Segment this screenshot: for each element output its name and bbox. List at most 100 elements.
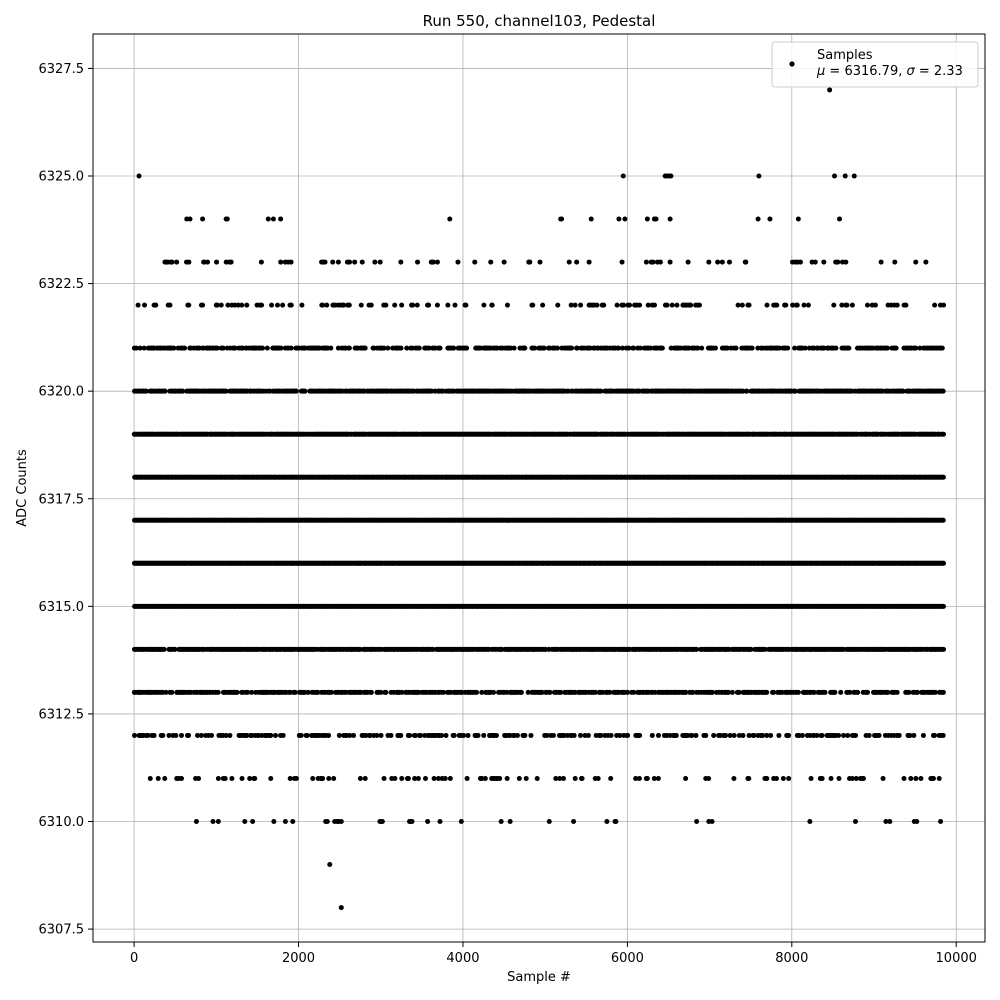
data-point <box>161 646 167 652</box>
data-point <box>172 646 178 652</box>
data-point <box>132 732 138 738</box>
data-point <box>145 732 151 738</box>
data-point <box>498 819 504 825</box>
data-point <box>405 775 411 781</box>
data-point <box>941 646 947 652</box>
data-point <box>336 732 342 738</box>
data-point <box>836 732 842 738</box>
data-point <box>633 775 639 781</box>
data-point <box>764 775 770 781</box>
data-point <box>780 775 786 781</box>
data-point <box>522 732 528 738</box>
data-point <box>694 819 700 825</box>
data-point <box>571 819 577 825</box>
data-point <box>437 819 443 825</box>
data-point <box>736 732 742 738</box>
data-point <box>518 689 524 695</box>
data-point <box>786 775 792 781</box>
data-point <box>173 732 179 738</box>
data-point <box>819 775 825 781</box>
data-point <box>578 732 584 738</box>
data-point <box>442 775 448 781</box>
data-point <box>655 775 661 781</box>
data-point <box>860 775 866 781</box>
data-point <box>604 819 610 825</box>
data-point <box>845 732 851 738</box>
data-point <box>412 775 418 781</box>
data-point <box>155 775 161 781</box>
data-point <box>841 732 847 738</box>
data-point <box>242 819 248 825</box>
data-point <box>746 775 752 781</box>
data-point <box>795 689 801 695</box>
data-point <box>631 689 637 695</box>
data-point <box>706 775 712 781</box>
data-point <box>814 732 820 738</box>
data-point <box>280 732 286 738</box>
data-point <box>252 775 258 781</box>
data-point <box>731 775 737 781</box>
data-point <box>367 732 373 738</box>
data-point <box>305 689 311 695</box>
data-point <box>362 775 368 781</box>
data-point <box>282 819 288 825</box>
data-point <box>736 689 742 695</box>
data-point <box>195 732 201 738</box>
data-point <box>272 732 278 738</box>
data-point <box>932 689 938 695</box>
data-point <box>822 689 828 695</box>
data-point <box>617 732 623 738</box>
data-point <box>768 732 774 738</box>
data-point <box>694 646 700 652</box>
data-point <box>209 732 215 738</box>
data-point <box>166 732 172 738</box>
data-point <box>151 732 157 738</box>
data-point <box>644 775 650 781</box>
data-point <box>268 775 274 781</box>
data-point <box>481 732 487 738</box>
data-point <box>474 689 480 695</box>
data-point <box>326 732 332 738</box>
data-point <box>223 732 229 738</box>
data-point <box>388 732 394 738</box>
data-point <box>436 775 442 781</box>
data-point <box>896 732 902 738</box>
data-point <box>558 689 564 695</box>
data-point <box>852 819 858 825</box>
data-point <box>479 775 485 781</box>
data-point <box>523 775 529 781</box>
data-point <box>585 732 591 738</box>
data-point <box>479 689 485 695</box>
data-point <box>304 732 310 738</box>
data-point <box>762 646 768 652</box>
data-point <box>683 689 689 695</box>
data-point <box>880 775 886 781</box>
data-point <box>315 689 321 695</box>
data-point <box>876 732 882 738</box>
data-point <box>608 775 614 781</box>
data-point <box>550 732 556 738</box>
data-point <box>186 732 192 738</box>
data-point <box>357 775 363 781</box>
data-point <box>930 775 936 781</box>
data-point <box>447 775 453 781</box>
data-point <box>636 775 642 781</box>
data-point <box>689 732 695 738</box>
data-point <box>807 819 813 825</box>
data-point <box>936 775 942 781</box>
data-point <box>764 732 770 738</box>
data-point <box>351 732 357 738</box>
data-point <box>673 732 679 738</box>
data-point <box>731 732 737 738</box>
data-point <box>786 732 792 738</box>
data-point <box>227 732 233 738</box>
data-point <box>491 689 497 695</box>
data-point <box>160 732 166 738</box>
data-point <box>828 775 834 781</box>
data-point <box>760 732 766 738</box>
data-point <box>381 775 387 781</box>
data-point <box>383 689 389 695</box>
data-point <box>482 775 488 781</box>
data-point <box>422 775 428 781</box>
data-point <box>932 732 938 738</box>
